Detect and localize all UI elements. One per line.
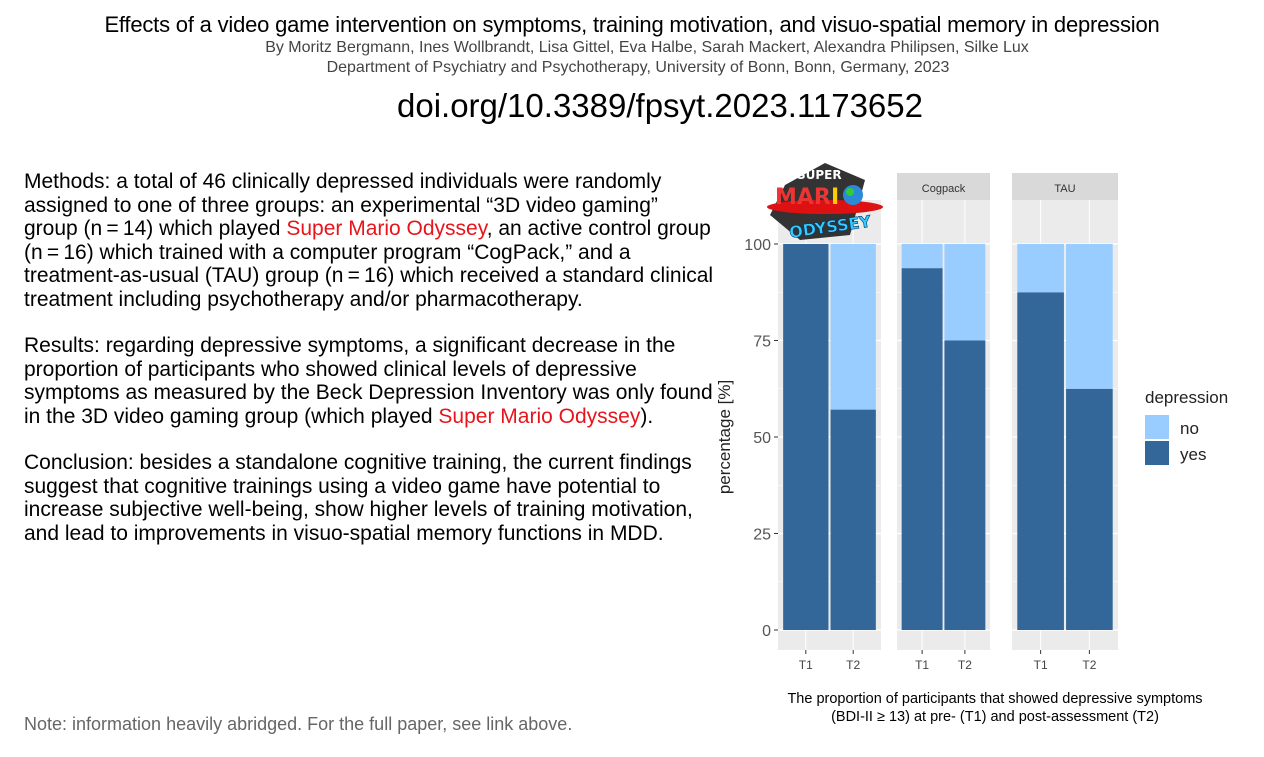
facet-strip <box>1012 173 1118 200</box>
facet-label: TAU <box>1054 183 1075 195</box>
x-tick-label: T1 <box>799 658 813 672</box>
bar-yes-T1 <box>1017 292 1064 630</box>
facet-label: Cogpack <box>922 183 966 195</box>
y-tick-label: 75 <box>753 334 771 351</box>
methods-text: Methods: a total of 46 clinically depres… <box>24 170 662 240</box>
bar-no-T2 <box>1066 244 1113 389</box>
poster-title: Effects of a video game intervention on … <box>104 12 1160 37</box>
caption-line-2: (BDI-II ≥ 13) at pre- (T1) and post-asse… <box>831 709 1159 725</box>
legend-swatch-yes <box>1145 441 1169 465</box>
y-tick-label: 50 <box>753 430 771 447</box>
y-tick-label: 100 <box>744 237 771 254</box>
x-tick-label: T1 <box>1034 658 1048 672</box>
legend-label-no: no <box>1180 419 1199 438</box>
conclusion-paragraph: Conclusion: besides a standalone cogniti… <box>24 451 693 545</box>
game-name: Super Mario Odyssey <box>286 217 487 240</box>
affiliation: Department of Psychiatry and Psychothera… <box>326 59 950 76</box>
bar-yes-T2 <box>1066 388 1113 630</box>
results-text: Results: regarding depressive symptoms, … <box>24 334 713 428</box>
text-column: Methods: a total of 46 clinically depres… <box>24 170 714 735</box>
game-name: Super Mario Odyssey <box>438 404 641 428</box>
bar-no-T1 <box>901 244 943 269</box>
bar-yes-T1 <box>901 268 943 630</box>
header: Effects of a video game intervention on … <box>0 12 1264 126</box>
super-mario-odyssey-logo: SUPER MAR I ODYSSEY <box>767 163 883 242</box>
bar-no-T2 <box>944 244 986 341</box>
legend-title: depression <box>1145 388 1228 407</box>
bar-no-T2 <box>830 244 876 410</box>
y-tick-label: 0 <box>762 623 771 640</box>
caption-line-1: The proportion of participants that show… <box>787 691 1203 707</box>
legend-swatch-no <box>1145 415 1169 439</box>
x-tick-label: T2 <box>958 658 972 672</box>
stacked-bar-chart: T1 T2 Cogpack T1 T2 TAU T1 T2 0 25 50 75 100 percenta… <box>715 173 1228 672</box>
bar-yes-T1 <box>783 244 829 630</box>
results-text-2: ). <box>640 404 654 428</box>
methods-text-2: , an active control group (n = 16) which… <box>24 217 714 311</box>
note: Note: information heavily abridged. For … <box>24 714 573 734</box>
doi-link[interactable]: doi.org/10.3389/fpsyt.2023.1173652 <box>397 87 923 124</box>
methods-paragraph: Methods: a total of 46 clinically depres… <box>24 170 714 311</box>
y-tick-label: 25 <box>753 527 771 544</box>
legend-label-yes: yes <box>1180 445 1206 464</box>
x-tick-label: T2 <box>846 658 860 672</box>
svg-text:MAR: MAR <box>775 185 831 210</box>
y-axis-label: percentage [%] <box>715 380 734 494</box>
chart-caption: The proportion of participants that show… <box>735 690 1255 726</box>
x-tick-label: T2 <box>1082 658 1096 672</box>
authors: By Moritz Bergmann, Ines Wollbrandt, Lis… <box>265 39 1029 56</box>
bar-yes-T2 <box>830 409 876 630</box>
svg-text:I: I <box>831 185 839 210</box>
x-tick-label: T1 <box>915 658 929 672</box>
facet-strip <box>897 173 990 200</box>
results-paragraph: Results: regarding depressive symptoms, … <box>24 334 714 428</box>
bar-no-T1 <box>1017 244 1064 293</box>
bar-yes-T2 <box>944 340 986 630</box>
svg-text:SUPER: SUPER <box>797 168 842 182</box>
